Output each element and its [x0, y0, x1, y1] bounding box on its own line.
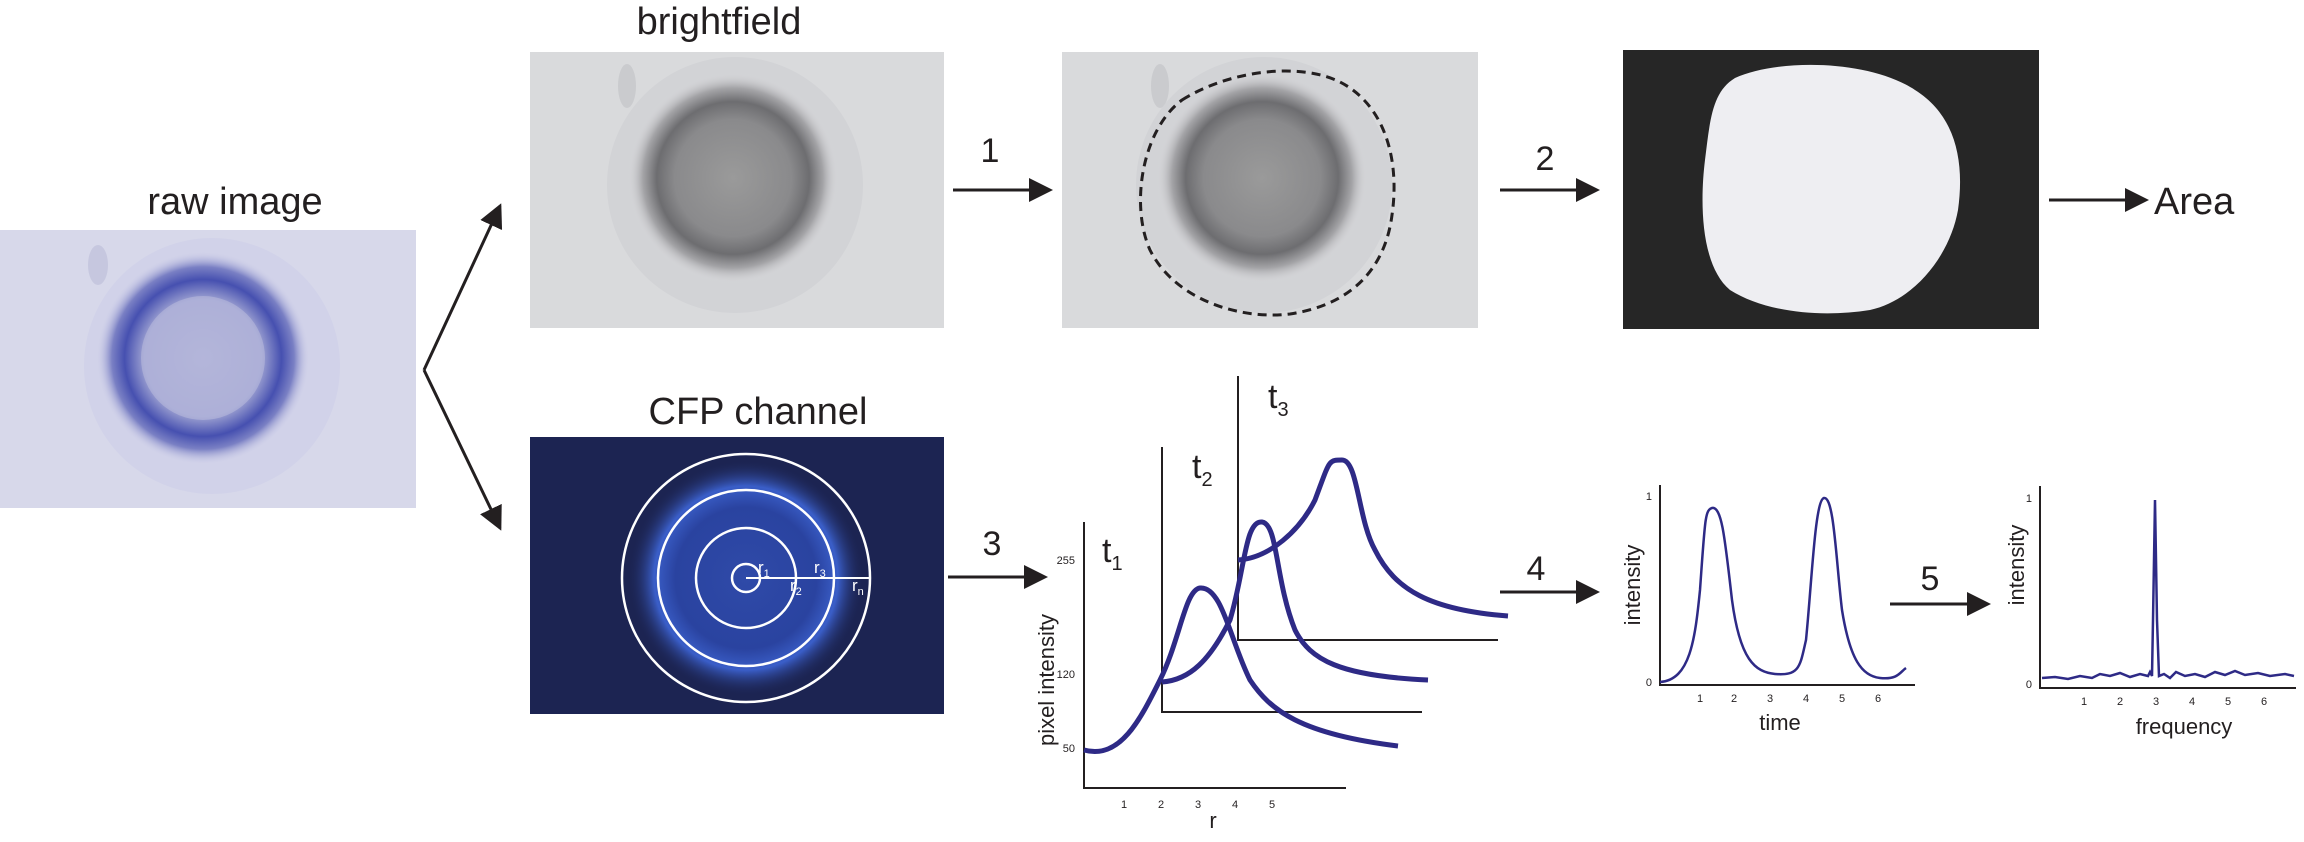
step-4-label: 4: [1527, 550, 1546, 588]
time-curve: [1659, 496, 1907, 684]
raw-image-title: raw image: [147, 181, 322, 223]
time-ylabel: intensity: [1620, 545, 1645, 626]
segmentation-outline: [1139, 69, 1396, 317]
ytick-50: 50: [1063, 743, 1075, 755]
freq-xtick-3: 3: [2153, 696, 2159, 708]
xtick-4: 4: [1232, 799, 1238, 811]
freq-xtick-6: 6: [2261, 696, 2267, 708]
svg-text:r3: r3: [814, 558, 826, 580]
ytick-120: 120: [1057, 669, 1075, 681]
time-ytick-0: 0: [1646, 677, 1652, 689]
step-5-label: 5: [1921, 560, 1940, 598]
brightfield-panel: [530, 52, 944, 328]
segmented-brightfield-panel: [1062, 52, 1478, 328]
profile-curve-t3: [1237, 457, 1509, 619]
svg-text:rn: rn: [852, 576, 864, 598]
step-2-label: 2: [1536, 140, 1555, 178]
frequency-spectrum-plot: 1 0 1 2 3 4 5 6 frequency intensity: [2004, 486, 2296, 739]
time-xlabel: time: [1759, 710, 1801, 735]
freq-ytick-1: 1: [2026, 493, 2032, 505]
freq-xtick-1: 1: [2081, 696, 2087, 708]
time-xtick-5: 5: [1839, 693, 1845, 705]
time-xtick-4: 4: [1803, 693, 1809, 705]
xtick-2: 2: [1158, 799, 1164, 811]
frequency-curve: [2041, 499, 2295, 681]
binary-mask-panel: [1623, 50, 2039, 329]
t2-label: t2: [1192, 448, 1213, 491]
cfp-panel: r1 r2 r3 rn: [530, 437, 944, 714]
svg-text:r2: r2: [790, 576, 802, 598]
profile-curve-t2: [1161, 519, 1429, 685]
time-xtick-3: 3: [1767, 693, 1773, 705]
svg-text:r1: r1: [758, 558, 770, 580]
profile-ylabel: pixel intensity: [1034, 614, 1059, 746]
xtick-5: 5: [1269, 799, 1275, 811]
xtick-3: 3: [1195, 799, 1201, 811]
freq-xtick-5: 5: [2225, 696, 2231, 708]
step-1-label: 1: [981, 132, 1000, 170]
time-xtick-2: 2: [1731, 693, 1737, 705]
freq-xtick-2: 2: [2117, 696, 2123, 708]
t1-label: t1: [1102, 532, 1123, 575]
xtick-1: 1: [1121, 799, 1127, 811]
t3-label: t3: [1268, 378, 1289, 421]
freq-xlabel: frequency: [2136, 714, 2233, 739]
time-xtick-6: 6: [1875, 693, 1881, 705]
profile-xlabel: r: [1209, 808, 1216, 833]
freq-ytick-0: 0: [2026, 679, 2032, 691]
brightfield-title: brightfield: [637, 1, 802, 43]
freq-xtick-4: 4: [2189, 696, 2195, 708]
mask-shape: [1702, 64, 1961, 314]
ytick-255: 255: [1057, 555, 1075, 567]
step-3-label: 3: [983, 525, 1002, 563]
radial-profile-plot: 255 120 50 1 2 3 4 5 r pixel intensity t…: [1034, 376, 1509, 833]
freq-ylabel: intensity: [2004, 525, 2029, 606]
time-xtick-1: 1: [1697, 693, 1703, 705]
profile-curve-t1: [1083, 585, 1399, 754]
split-arrow-down: [422, 369, 502, 531]
cfp-title: CFP channel: [649, 391, 868, 433]
time-ytick-1: 1: [1646, 491, 1652, 503]
area-label: Area: [2154, 181, 2235, 223]
split-arrow-up: [422, 203, 503, 371]
time-intensity-plot: 1 0 1 2 3 4 5 6 time intensity: [1620, 485, 1915, 735]
raw-image-panel: [0, 230, 416, 508]
